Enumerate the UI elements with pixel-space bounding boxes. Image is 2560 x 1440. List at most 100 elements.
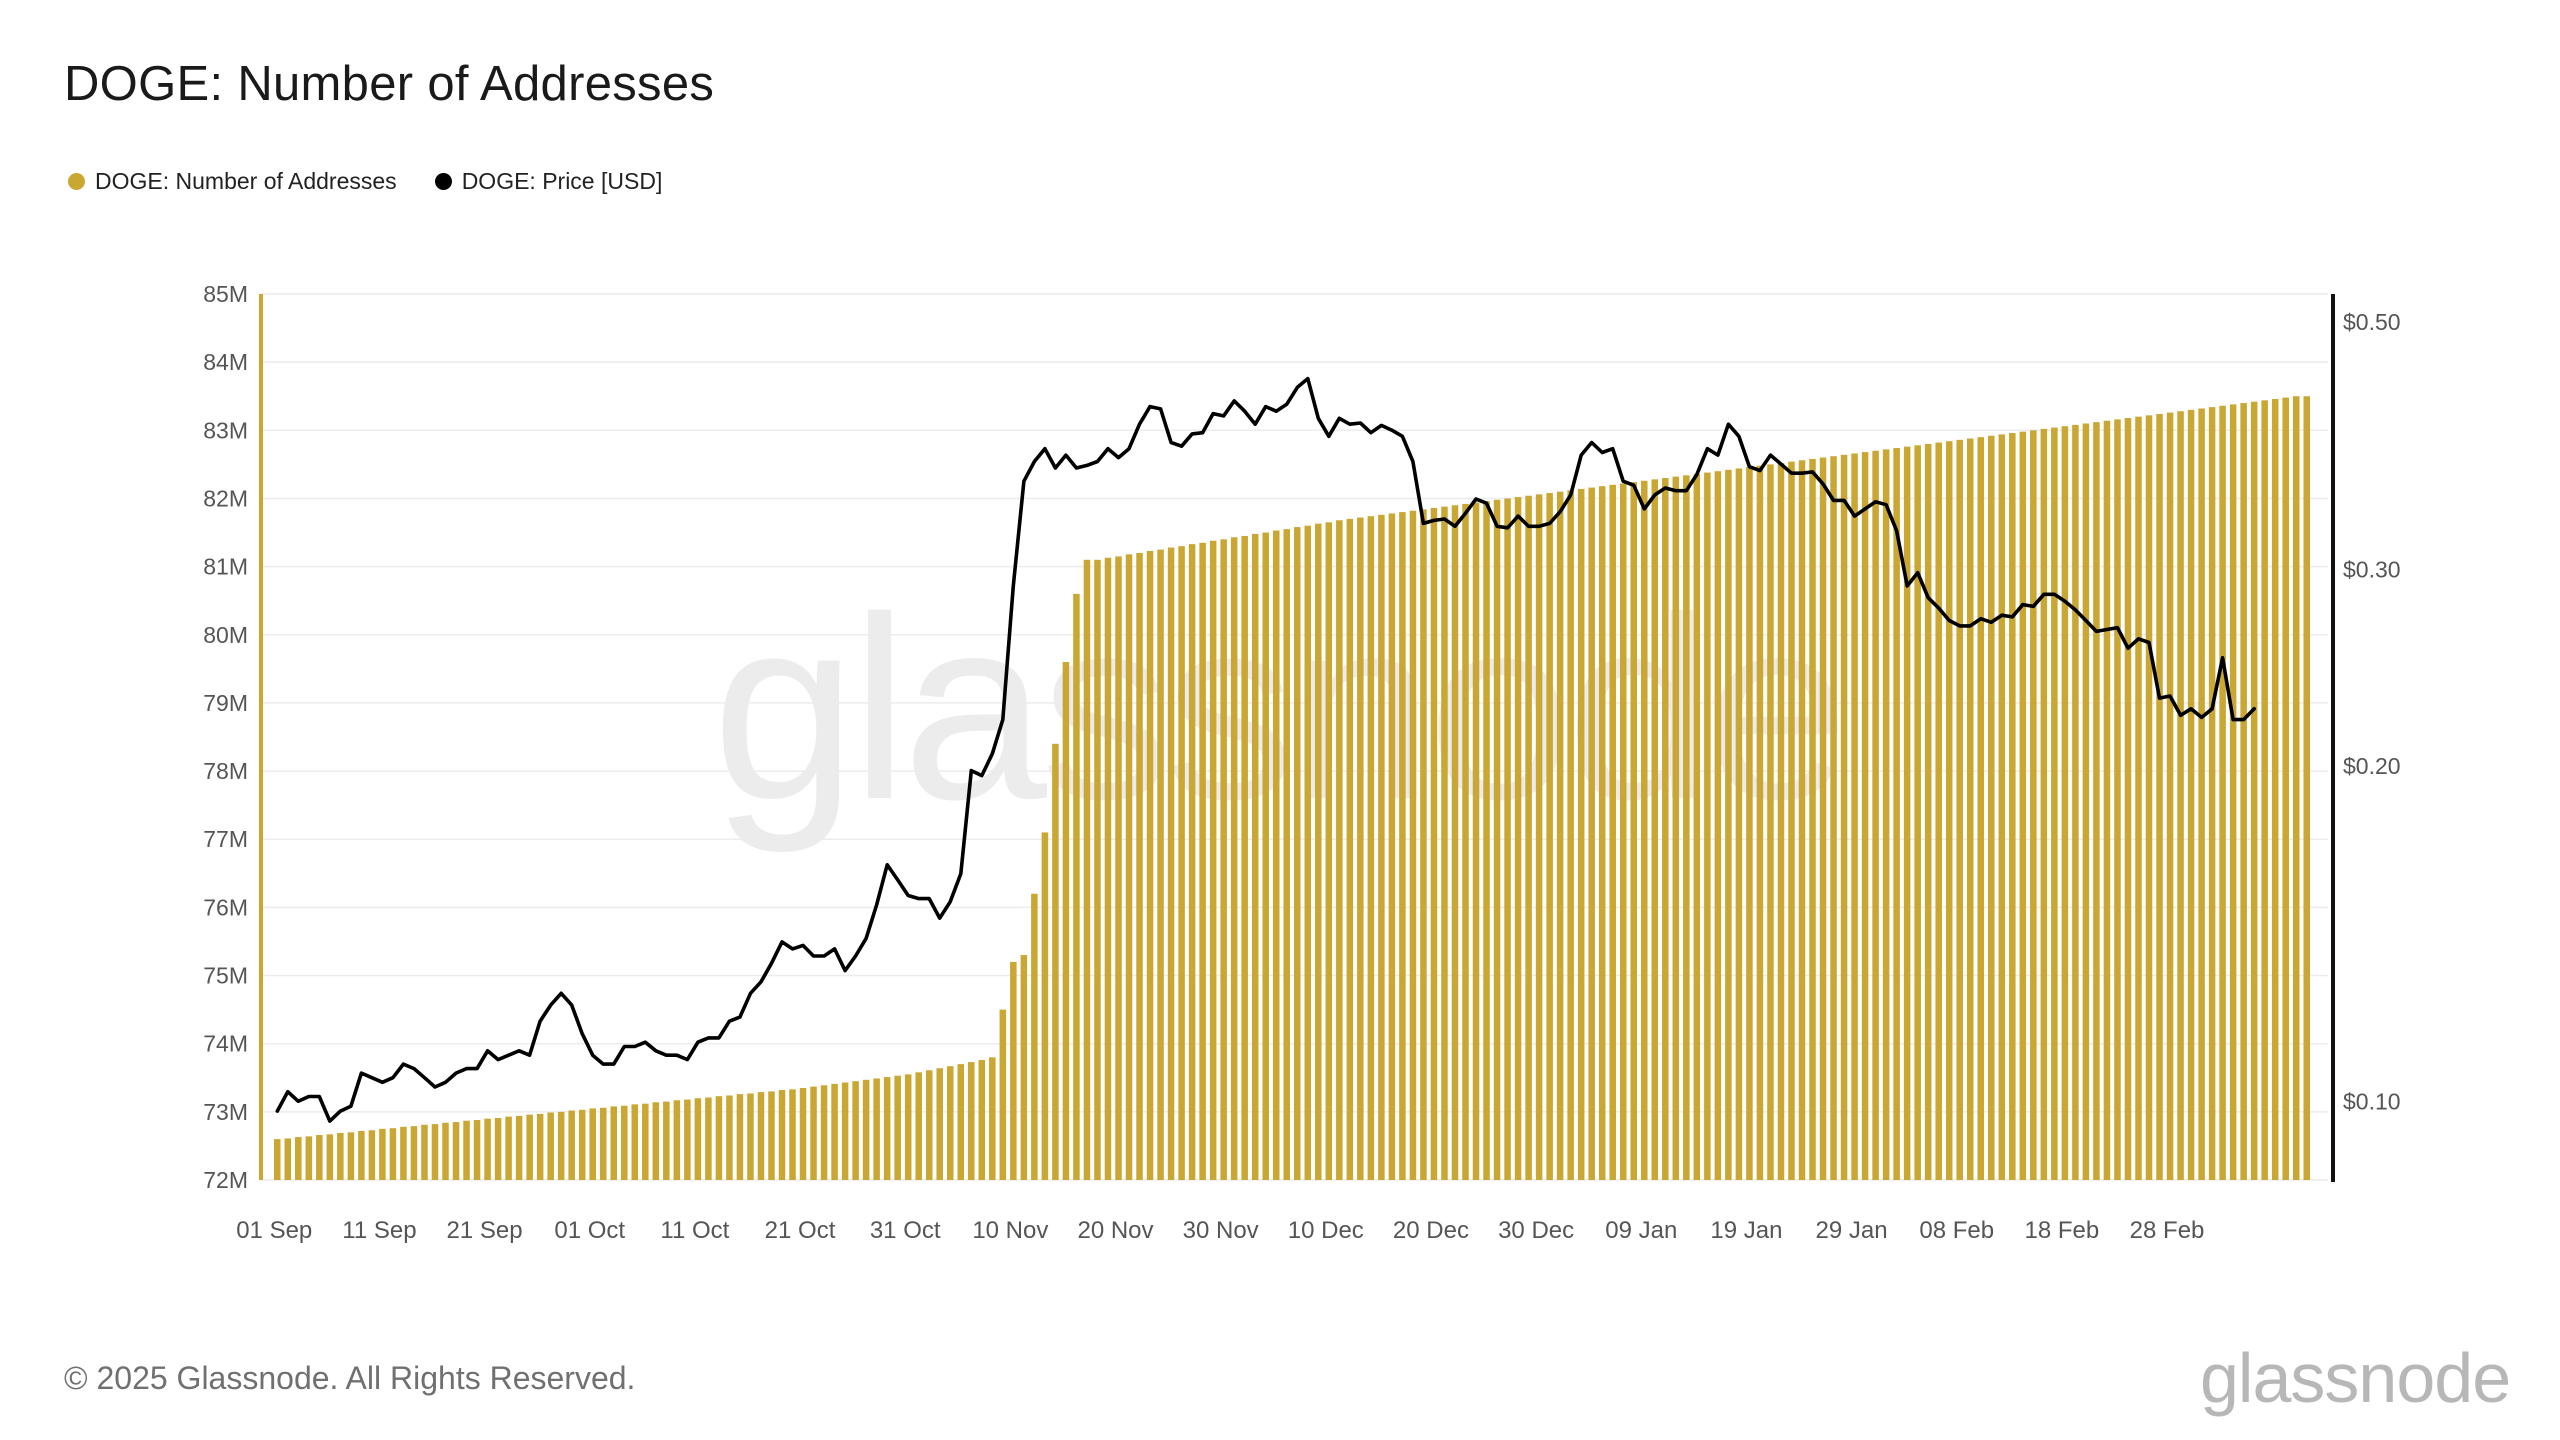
address-bar [1483,501,1490,1180]
address-bar [999,1009,1007,1180]
x-tick-label: 10 Dec [1288,1217,1364,1244]
address-bar [547,1112,554,1180]
address-bar [2187,409,2195,1180]
address-bar [2219,405,2226,1180]
address-bar [1094,559,1101,1180]
x-tick-label: 28 Feb [2130,1217,2205,1244]
address-bar [1598,486,1606,1180]
address-bar [1556,491,1564,1181]
x-tick-label: 11 Sep [342,1217,416,1244]
address-bar [978,1060,986,1180]
address-bar [2208,407,2216,1180]
address-bar [379,1128,386,1180]
address-bar [337,1132,344,1180]
address-bar [768,1091,775,1180]
x-tick-label: 31 Oct [870,1217,941,1244]
address-bar [673,1100,681,1180]
address-bar [442,1122,449,1180]
address-bar [936,1068,943,1180]
address-bar [284,1138,292,1180]
x-tick-label: 01 Sep [236,1217,312,1244]
y-left-tick-label: 78M [203,758,248,784]
legend-item-addresses[interactable]: DOGE: Number of Addresses [68,168,397,195]
address-bar [1746,467,1753,1180]
address-bar [358,1130,365,1180]
y-right-tick-label: $0.20 [2343,753,2401,779]
address-bar [2303,396,2311,1180]
address-bar [968,1062,975,1180]
address-bar [1399,512,1406,1180]
address-bar [1357,517,1364,1180]
address-bar [1283,529,1291,1180]
address-bar [1924,443,1932,1180]
legend-label-price: DOGE: Price [USD] [461,168,663,194]
address-bar [1462,503,1469,1181]
address-bar [295,1137,302,1180]
address-bar [2156,413,2163,1180]
address-bar [2282,397,2289,1180]
address-bar [894,1075,901,1180]
address-bar [957,1064,965,1180]
address-bar [1504,498,1511,1180]
y-left-tick-label: 77M [203,826,248,852]
x-tick-label: 09 Jan [1605,1217,1677,1244]
address-bar [1293,527,1301,1180]
address-bar [2040,428,2048,1181]
y-left-tick-label: 83M [203,417,248,443]
address-bar [1514,497,1522,1180]
address-bar [2061,426,2069,1180]
address-bar [273,1139,281,1180]
address-bar [736,1094,744,1180]
y-left-tick-label: 79M [203,690,248,716]
address-bar [494,1117,502,1180]
address-bar [326,1134,334,1180]
address-bar [1988,435,1995,1180]
address-bar [1336,520,1343,1180]
address-bar [684,1099,691,1180]
address-bar [1535,494,1543,1180]
address-bar [526,1114,533,1180]
address-bar [789,1089,796,1180]
address-bar [578,1109,586,1180]
address-bar [1693,473,1701,1180]
address-bar [1830,456,1837,1180]
address-bar [915,1072,922,1180]
address-bar [452,1122,460,1180]
address-bar [1388,513,1396,1180]
address-bar [1704,472,1711,1180]
address-bar [1115,556,1122,1180]
address-bar [757,1092,765,1180]
address-bar [1325,522,1333,1180]
address-bar [1251,533,1259,1180]
legend-swatch-addresses [68,173,85,190]
address-bar [1262,532,1269,1180]
address-bar [1546,493,1553,1180]
address-bar [705,1097,712,1180]
address-bar [1272,530,1280,1180]
address-bar [1041,832,1049,1180]
address-bar [421,1124,428,1180]
legend-swatch-price [434,173,452,190]
address-bar [820,1085,828,1180]
brand-logo: glassnode [2200,1339,2511,1417]
y-left-tick-label: 84M [203,349,248,375]
address-bar [2124,418,2132,1180]
address-bar [347,1132,355,1180]
address-bar [1073,593,1080,1180]
address-bar [989,1057,996,1180]
address-bar [505,1116,512,1180]
address-bar [1136,552,1143,1180]
address-bar [1683,475,1690,1180]
address-bar [568,1110,575,1180]
address-bar [1882,449,1890,1181]
address-bar [1451,505,1459,1180]
y-right-tick-label: $0.30 [2343,556,2401,582]
legend-item-price[interactable]: DOGE: Price [USD] [434,168,663,195]
address-bar [1125,554,1133,1180]
address-bar [1430,508,1438,1181]
address-bar [400,1126,407,1180]
address-bar [1819,457,1827,1181]
address-bar [831,1083,838,1180]
address-bar [2166,412,2174,1180]
address-bar [1441,506,1448,1180]
